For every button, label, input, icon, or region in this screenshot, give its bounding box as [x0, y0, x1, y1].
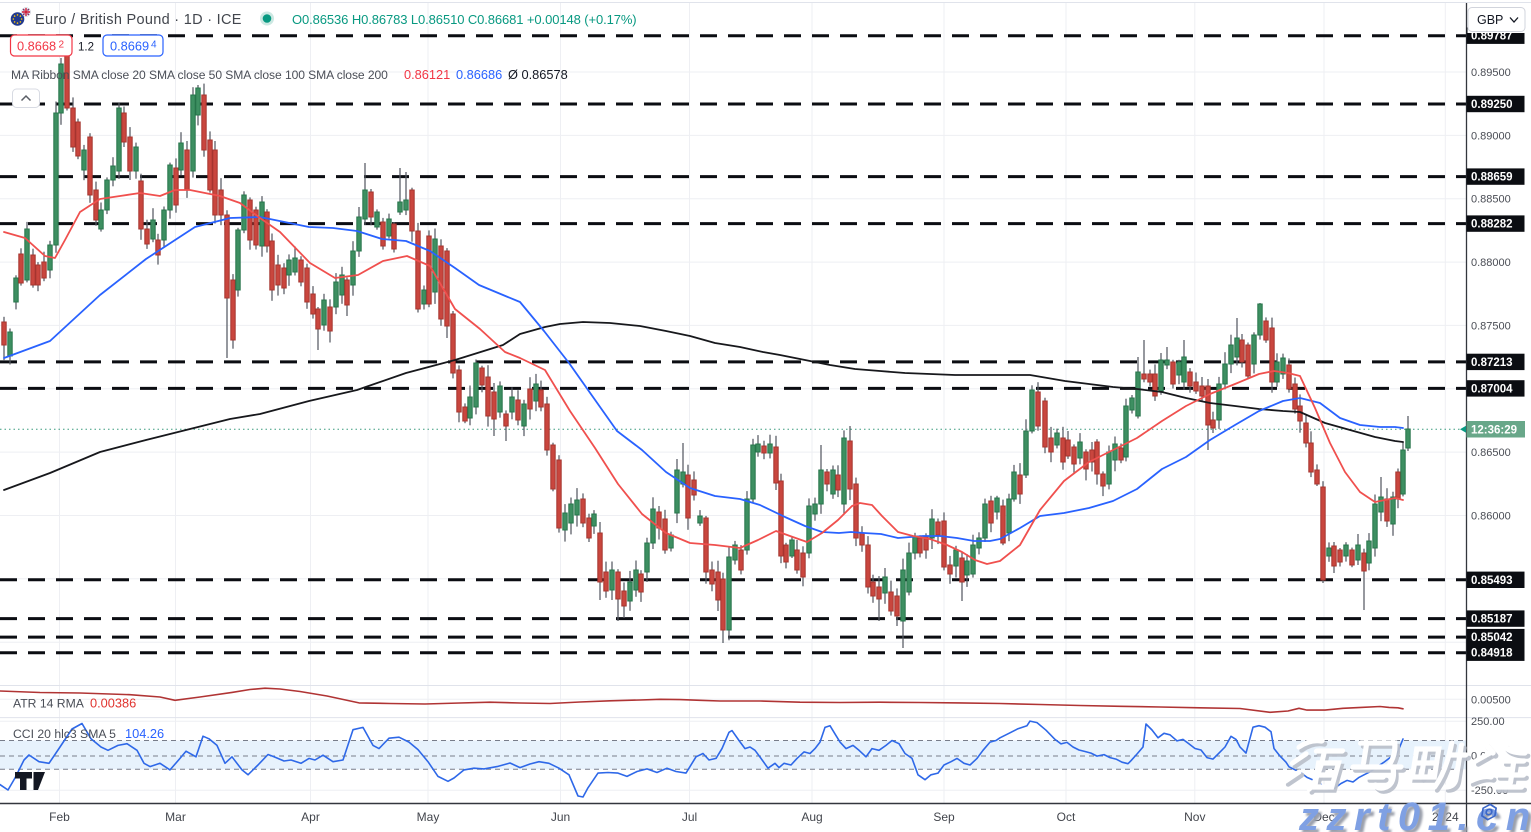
svg-text:0.87004: 0.87004 [1471, 383, 1513, 395]
svg-text:Apr: Apr [301, 810, 320, 824]
svg-text:2: 2 [59, 40, 65, 51]
svg-text:0.00500: 0.00500 [1471, 694, 1511, 706]
svg-text:GBP: GBP [1477, 13, 1503, 27]
svg-text:Jun: Jun [551, 810, 570, 824]
svg-text:Aug: Aug [801, 810, 822, 824]
svg-text:0.86686: 0.86686 [456, 67, 502, 82]
svg-text:0.88659: 0.88659 [1471, 172, 1513, 184]
svg-text:0.86121: 0.86121 [404, 67, 450, 82]
svg-text:Oct: Oct [1057, 810, 1076, 824]
svg-text:0.89787: 0.89787 [1471, 31, 1513, 43]
svg-text:Dec: Dec [1313, 810, 1334, 824]
svg-text:0.86500: 0.86500 [1471, 447, 1511, 459]
svg-text:Sep: Sep [933, 810, 955, 824]
svg-text:0.84918: 0.84918 [1471, 648, 1513, 660]
svg-text:Mar: Mar [165, 810, 186, 824]
svg-text:Nov: Nov [1184, 810, 1205, 824]
svg-text:0.85187: 0.85187 [1471, 614, 1513, 626]
svg-text:0.86000: 0.86000 [1471, 511, 1511, 523]
svg-text:1.2: 1.2 [78, 42, 94, 54]
svg-text:May: May [417, 810, 440, 824]
svg-text:0.89000: 0.89000 [1471, 130, 1511, 142]
svg-text:0.00386: 0.00386 [90, 696, 136, 711]
svg-text:Feb: Feb [49, 810, 70, 824]
svg-text:250.00: 250.00 [1471, 716, 1505, 728]
svg-text:2024: 2024 [1432, 810, 1459, 824]
svg-text:CCI 20 hlc3 SMA 5: CCI 20 hlc3 SMA 5 [13, 727, 116, 741]
svg-text:0.87213: 0.87213 [1471, 357, 1513, 369]
svg-text:0.87500: 0.87500 [1471, 320, 1511, 332]
svg-text:0.88282: 0.88282 [1471, 219, 1513, 231]
svg-text:0.85042: 0.85042 [1471, 632, 1513, 644]
svg-text:0.88000: 0.88000 [1471, 257, 1511, 269]
svg-text:0.8669: 0.8669 [110, 39, 149, 54]
svg-text:O0.86536 H0.86783 L0.86510 C0.: O0.86536 H0.86783 L0.86510 C0.86681 +0.0… [292, 12, 637, 27]
svg-text:104.26: 104.26 [125, 726, 164, 741]
svg-text:0.89500: 0.89500 [1471, 67, 1511, 79]
svg-text:Ø 0.86578: Ø 0.86578 [508, 67, 568, 82]
svg-text:Euro / British Pound · 1D · IC: Euro / British Pound · 1D · ICE [35, 12, 242, 28]
svg-text:Jul: Jul [682, 810, 697, 824]
svg-text:0.8668: 0.8668 [17, 39, 56, 54]
svg-text:0.88500: 0.88500 [1471, 194, 1511, 206]
svg-text:0.85493: 0.85493 [1471, 575, 1513, 587]
svg-text:4: 4 [151, 40, 157, 51]
svg-text:MA Ribbon SMA close 20 SMA clo: MA Ribbon SMA close 20 SMA close 50 SMA … [11, 68, 388, 82]
svg-text:ATR 14 RMA: ATR 14 RMA [13, 697, 85, 711]
svg-text:0.89250: 0.89250 [1471, 99, 1513, 111]
svg-text:12:36:29: 12:36:29 [1471, 425, 1517, 437]
